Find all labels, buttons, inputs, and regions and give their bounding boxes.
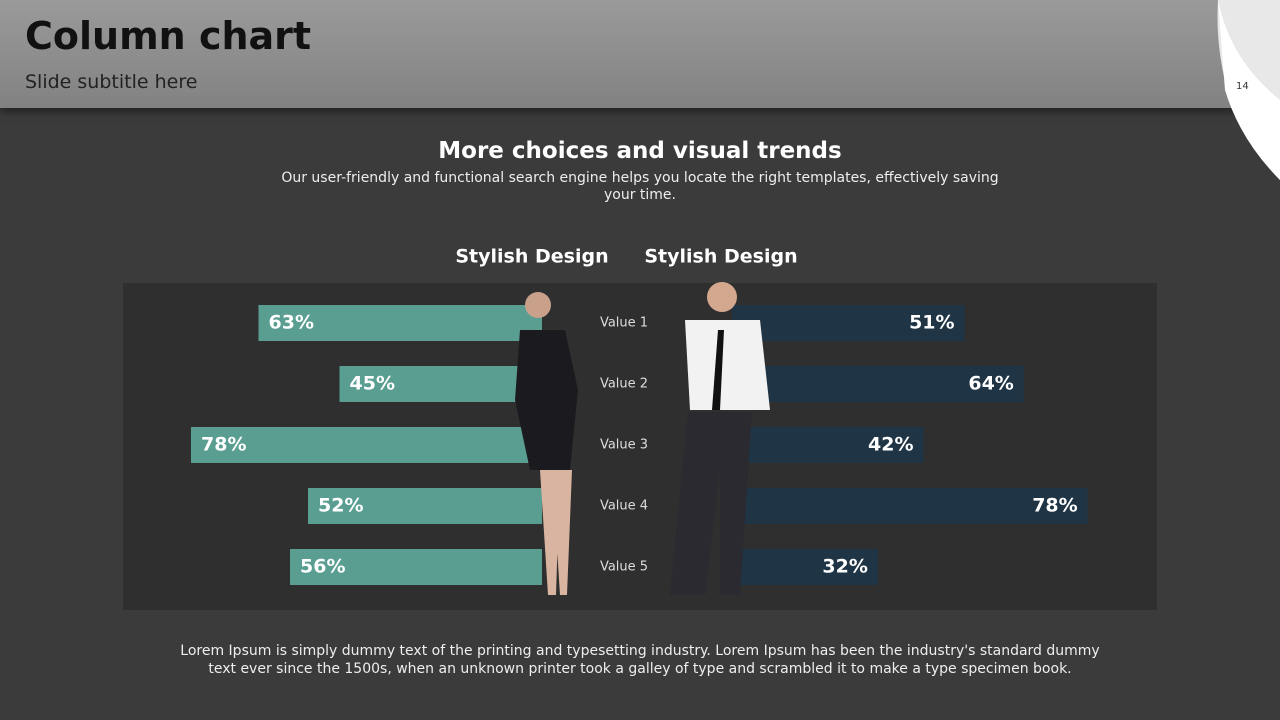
bar: [191, 427, 542, 463]
page-number: 14: [1236, 81, 1249, 92]
value-label: 63%: [269, 312, 314, 334]
value-label: 32%: [822, 556, 867, 578]
value-label: 52%: [318, 495, 363, 517]
category-label: Value 3: [600, 438, 648, 453]
bar: [308, 488, 542, 524]
bar: [339, 366, 542, 402]
value-label: 45%: [350, 373, 395, 395]
slide-subtitle: Slide subtitle here: [25, 71, 198, 93]
category-label: Value 2: [600, 377, 648, 392]
bar: [732, 366, 1024, 402]
value-label: 56%: [300, 556, 345, 578]
chart-subtitle: Our user-friendly and functional search …: [281, 170, 999, 203]
value-label: 78%: [201, 434, 246, 456]
header-band: [0, 0, 1280, 108]
bar: [732, 427, 924, 463]
category-label: Value 4: [600, 499, 648, 514]
bar: [732, 549, 878, 585]
value-label: 42%: [868, 434, 913, 456]
category-label: Value 1: [600, 316, 648, 331]
bar: [290, 549, 542, 585]
value-label: 64%: [968, 373, 1013, 395]
chart-title: More choices and visual trends: [438, 138, 842, 164]
slide-title: Column chart: [25, 14, 312, 58]
page-curl-highlight: [1218, 0, 1280, 180]
woman-figure: [515, 292, 578, 595]
bar: [732, 305, 965, 341]
category-label: Value 5: [600, 560, 648, 575]
value-label: 78%: [1032, 495, 1077, 517]
legend-label: Stylish Design: [455, 246, 608, 268]
legend-label: Stylish Design: [644, 246, 797, 268]
man-figure: [670, 282, 770, 595]
bar: [732, 488, 1088, 524]
value-label: 51%: [909, 312, 954, 334]
bar: [258, 305, 542, 341]
footnote: Lorem Ipsum is simply dummy text of the …: [180, 643, 1100, 677]
